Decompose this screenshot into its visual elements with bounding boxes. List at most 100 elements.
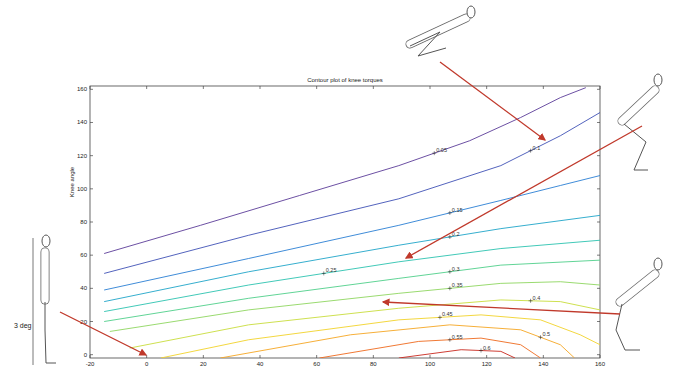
segment-fill [41,252,48,300]
x-tick [600,355,601,358]
title: Contour plot of knee torques [307,77,383,83]
x-tick-label: 40 [257,361,264,367]
x-tick-label: 120 [482,361,493,367]
label-cross [530,149,531,153]
head [42,235,50,247]
contour-line [399,350,515,358]
limb [624,124,648,170]
y-tick-right [597,354,600,355]
contour-label: 0.5 [543,331,551,337]
x-tick [430,355,431,358]
head [654,258,662,270]
contour-label: 0.35 [452,282,463,288]
x-tick-top [146,86,147,89]
contour-line [110,282,600,332]
arrows [60,62,642,355]
label-cross [449,270,450,274]
x-tick-top [430,86,431,89]
contour-label: 0.05 [436,147,447,153]
contour-line [104,88,586,254]
x-tick [146,355,147,358]
x-tick-top [90,86,91,89]
x-tick-top [486,86,487,89]
contour-line [220,325,574,358]
label-cross [530,299,531,303]
y-tick-label: 140 [77,119,88,125]
plot-frame [90,86,600,358]
x-tick-label: 20 [200,361,207,367]
y-tick [90,321,93,322]
contour-label: 0.1 [533,145,541,151]
x-tick-top [373,86,374,89]
limb [616,304,640,350]
y-tick [90,89,93,90]
annotation: 3 deg [14,322,32,330]
label-cross [439,315,440,319]
contour-line [161,315,600,358]
x-tick-top [203,86,204,89]
head [654,74,662,86]
y-tick-right [597,222,600,223]
y-tick [90,122,93,123]
y-tick-right [597,89,600,90]
contour-label: 0.55 [452,334,463,340]
label-cross [449,286,450,290]
x-tick-top [260,86,261,89]
x-tick-label: 60 [313,361,320,367]
contour-labels: 0.050.10.150.20.250.30.350.40.450.50.550… [322,145,550,353]
segment-fill [410,18,466,44]
y-tick [90,354,93,355]
y-tick-right [597,321,600,322]
y-tick-right [597,155,600,156]
arrow [383,302,620,314]
contour-line [104,176,600,290]
x-tick-label: 140 [538,361,549,367]
x-tick [203,355,204,358]
y-tick-label: 160 [77,86,88,92]
contour-label: 0.3 [452,266,460,272]
arrow [406,126,642,258]
segment-outline [620,274,655,302]
contour-label: 0.6 [483,345,491,351]
y-tick-right [597,288,600,289]
y-tick-label: 120 [77,153,88,159]
x-tick-label: 100 [425,361,436,367]
contour-line [320,338,541,358]
x-tick [543,355,544,358]
reference-line [33,238,34,365]
y-tick [90,288,93,289]
x-tick-top [543,86,544,89]
contour-line [104,260,600,321]
contours [104,88,600,358]
y-tick [90,188,93,189]
y-tick [90,155,93,156]
contour-label: 0.15 [452,207,463,213]
label-cross [449,338,450,342]
y-tick-label: 80 [80,219,87,225]
limb [410,32,446,56]
head [467,6,475,18]
arrow [60,312,146,355]
y-tick-right [597,188,600,189]
contour-label: 0.45 [442,311,453,317]
segment-outline [410,18,466,44]
x-tick-label: 80 [370,361,377,367]
x-tick [486,355,487,358]
contour-label: 0.25 [326,267,337,273]
x-tick [260,355,261,358]
label-cross [323,271,324,275]
contour-line [104,113,600,274]
y-tick [90,222,93,223]
segment-outline [41,252,50,300]
y-tick-label: 100 [77,186,88,192]
y-tick-right [597,255,600,256]
x-tick [316,355,317,358]
x-tick-top [316,86,317,89]
segment-fill [622,90,655,121]
label-cross [449,211,450,215]
limb [45,302,56,363]
label-cross [449,235,450,239]
figures [33,6,662,365]
segment-outline [622,90,655,121]
arrow [440,62,545,140]
